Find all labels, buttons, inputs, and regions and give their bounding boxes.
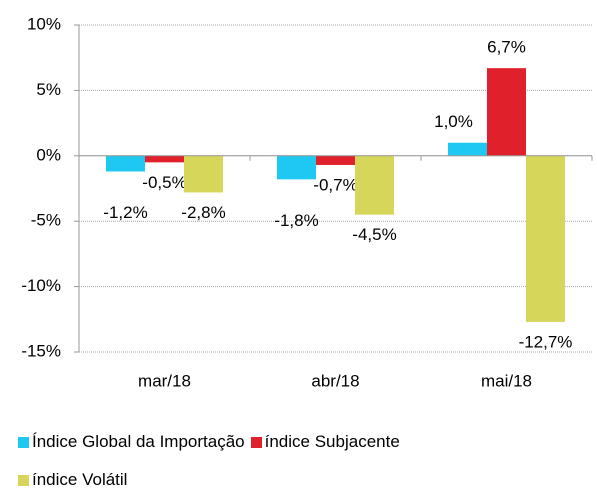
value-label: -0,5%: [142, 173, 186, 192]
value-label: 1,0%: [434, 112, 473, 131]
legend-swatch: [18, 436, 29, 448]
y-tick-label: 10%: [27, 14, 61, 33]
x-tick-label: mar/18: [138, 371, 191, 390]
bar: [145, 155, 184, 163]
value-label: -4,5%: [352, 225, 396, 244]
legend-swatch: [18, 474, 29, 486]
value-label: -12,7%: [519, 332, 573, 351]
bar: [355, 155, 394, 215]
bar: [448, 142, 487, 156]
y-tick-label: -15%: [21, 341, 61, 360]
value-label: -1,2%: [103, 203, 147, 222]
legend-label: Índice Global da Importação: [32, 432, 245, 451]
value-label: 6,7%: [487, 38, 526, 57]
value-label: -0,7%: [313, 175, 357, 194]
y-tick-label: 0%: [36, 145, 61, 164]
bar: [316, 155, 355, 165]
legend-item: Índice Global da Importação: [18, 432, 245, 452]
y-tick-label: -5%: [31, 211, 61, 230]
bar: [277, 155, 316, 180]
legend-item: índice Subjacente: [250, 432, 400, 452]
chart: -15% -10% -5% 0% 5% 10% mar/18 -1,2% -0,5% -2,8% a…: [21, 14, 593, 390]
y-tick-label: 5%: [36, 80, 61, 99]
legend-item: índice Volátil: [18, 470, 558, 490]
value-label: -1,8%: [274, 211, 318, 230]
x-tick-label: mai/18: [481, 371, 532, 390]
legend-label: índice Volátil: [32, 470, 128, 489]
bar: [526, 155, 565, 322]
y-tick-label: -10%: [21, 276, 61, 295]
bar: [487, 68, 526, 156]
value-label: -2,8%: [181, 203, 225, 222]
legend-label: índice Subjacente: [264, 432, 400, 451]
bar: [184, 155, 223, 193]
legend-swatch: [250, 436, 262, 448]
x-tick-label: abr/18: [311, 371, 359, 390]
bar: [106, 155, 145, 172]
legend: Índice Global da Importação índice Subjac…: [18, 432, 558, 490]
